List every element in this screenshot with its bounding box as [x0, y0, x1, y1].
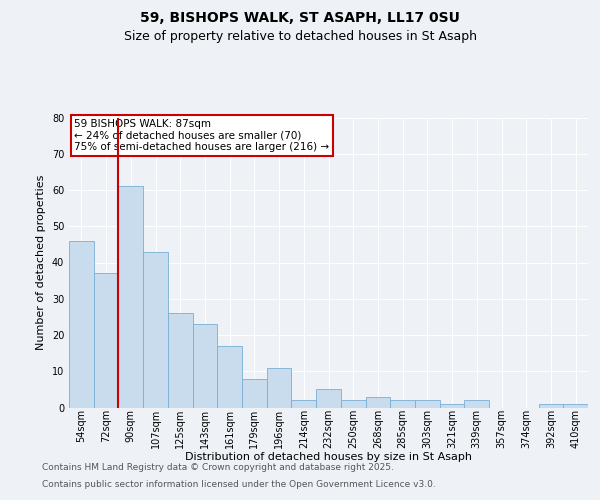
Bar [267, 368, 292, 408]
Text: Contains public sector information licensed under the Open Government Licence v3: Contains public sector information licen… [42, 480, 436, 489]
Bar [242, 378, 267, 408]
Text: Contains HM Land Registry data © Crown copyright and database right 2025.: Contains HM Land Registry data © Crown c… [42, 462, 394, 471]
Bar [168, 313, 193, 408]
Bar [69, 241, 94, 408]
Bar [316, 390, 341, 407]
Bar [292, 400, 316, 407]
Bar [118, 186, 143, 408]
Bar [415, 400, 440, 407]
Bar [563, 404, 588, 407]
Bar [94, 274, 118, 407]
Bar [365, 396, 390, 407]
Bar [440, 404, 464, 407]
Text: 59, BISHOPS WALK, ST ASAPH, LL17 0SU: 59, BISHOPS WALK, ST ASAPH, LL17 0SU [140, 11, 460, 25]
Bar [217, 346, 242, 408]
Y-axis label: Number of detached properties: Number of detached properties [36, 175, 46, 350]
Bar [539, 404, 563, 407]
Text: 59 BISHOPS WALK: 87sqm
← 24% of detached houses are smaller (70)
75% of semi-det: 59 BISHOPS WALK: 87sqm ← 24% of detached… [74, 119, 329, 152]
Bar [390, 400, 415, 407]
Bar [193, 324, 217, 407]
Text: Size of property relative to detached houses in St Asaph: Size of property relative to detached ho… [124, 30, 476, 43]
Bar [341, 400, 365, 407]
Bar [143, 252, 168, 408]
Bar [464, 400, 489, 407]
X-axis label: Distribution of detached houses by size in St Asaph: Distribution of detached houses by size … [185, 452, 472, 462]
